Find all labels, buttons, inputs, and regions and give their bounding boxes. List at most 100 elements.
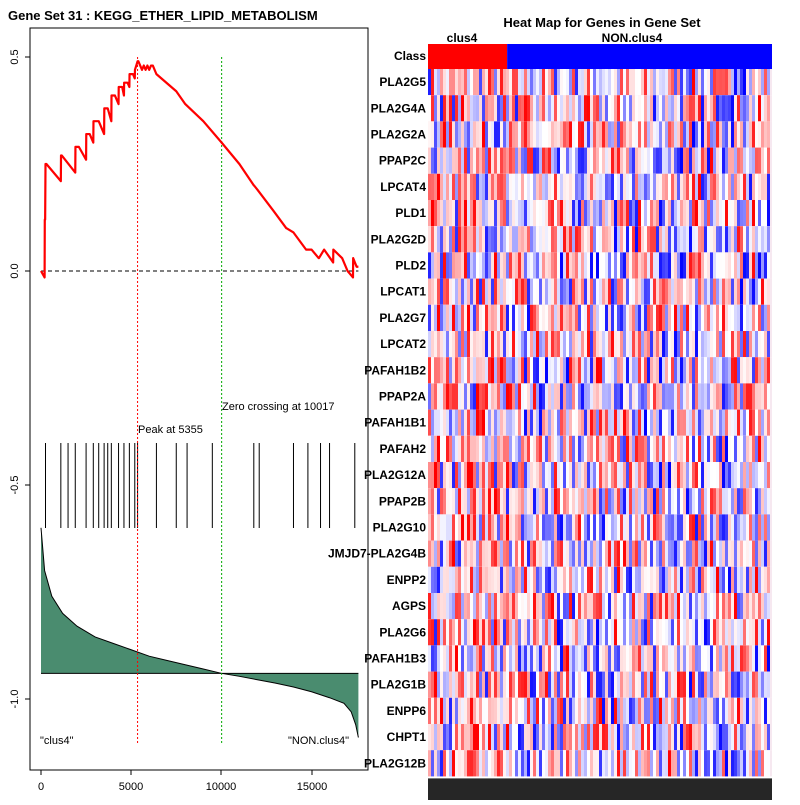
heatmap-cell xyxy=(506,252,509,279)
heatmap-cell xyxy=(443,619,446,646)
heatmap-cell xyxy=(650,278,653,305)
heatmap-cell xyxy=(704,147,707,174)
heatmap-cell xyxy=(473,147,476,174)
heatmap-cell xyxy=(635,724,638,751)
heatmap-cell xyxy=(455,619,458,646)
heatmap-cell xyxy=(701,226,704,253)
heatmap-cell xyxy=(437,278,440,305)
heatmap-cell xyxy=(635,645,638,672)
heatmap-cell xyxy=(695,566,698,593)
heatmap-cell xyxy=(494,619,497,646)
heatmap-cell xyxy=(467,645,470,672)
heatmap-cell xyxy=(590,619,593,646)
heatmap-cell xyxy=(596,697,599,724)
heatmap-cell xyxy=(710,750,713,777)
heatmap-gene-label: JMJD7-PLA2G4B xyxy=(328,547,426,561)
heatmap-cell xyxy=(662,697,665,724)
heatmap-cell xyxy=(698,750,701,777)
heatmap-cell xyxy=(554,95,557,122)
heatmap-cell xyxy=(512,697,515,724)
heatmap-cell xyxy=(557,147,560,174)
heatmap-cell xyxy=(749,383,752,410)
heatmap-cell xyxy=(737,514,740,541)
heatmap-cell xyxy=(671,304,674,331)
heatmap-cell xyxy=(752,173,755,200)
heatmap-cell xyxy=(617,645,620,672)
heatmap-cell xyxy=(569,462,572,489)
heatmap-cell xyxy=(560,750,563,777)
heatmap-cell xyxy=(509,357,512,384)
heatmap-cell xyxy=(632,514,635,541)
heatmap-cell xyxy=(437,252,440,279)
heatmap-cell xyxy=(530,357,533,384)
heatmap-cell xyxy=(575,95,578,122)
heatmap-cell xyxy=(443,69,446,96)
heatmap-cell xyxy=(473,409,476,436)
heatmap-cell xyxy=(680,514,683,541)
heatmap-cell xyxy=(752,357,755,384)
heatmap-cell xyxy=(518,383,521,410)
heatmap-cell xyxy=(650,304,653,331)
heatmap-cell xyxy=(434,383,437,410)
heatmap-cell xyxy=(758,200,761,227)
heatmap-cell xyxy=(692,121,695,148)
heatmap-cell xyxy=(524,435,527,462)
heatmap-cell xyxy=(752,147,755,174)
heatmap-cell xyxy=(743,540,746,567)
heatmap-cell xyxy=(467,619,470,646)
heatmap-cell xyxy=(605,121,608,148)
heatmap-cell xyxy=(677,619,680,646)
heatmap-cell xyxy=(767,409,770,436)
heatmap-cell xyxy=(623,435,626,462)
heatmap-cell xyxy=(434,514,437,541)
heatmap-cell xyxy=(545,409,548,436)
heatmap-cell xyxy=(722,383,725,410)
heatmap-cell xyxy=(593,619,596,646)
heatmap-cell xyxy=(653,697,656,724)
heatmap-cell xyxy=(719,304,722,331)
heatmap-cell xyxy=(569,278,572,305)
heatmap-cell xyxy=(611,95,614,122)
heatmap-cell xyxy=(578,540,581,567)
heatmap-cell xyxy=(677,173,680,200)
heatmap-cell xyxy=(476,619,479,646)
heatmap-cell xyxy=(683,435,686,462)
heatmap-cell xyxy=(539,697,542,724)
heatmap-cell xyxy=(665,540,668,567)
heatmap-cell xyxy=(668,226,671,253)
heatmap-cell xyxy=(674,121,677,148)
heatmap-cell xyxy=(695,278,698,305)
heatmap-cell xyxy=(752,514,755,541)
heatmap-cell xyxy=(704,619,707,646)
heatmap-cell xyxy=(662,357,665,384)
heatmap-cell xyxy=(635,409,638,436)
heatmap-cell xyxy=(755,357,758,384)
heatmap-cell xyxy=(491,619,494,646)
heatmap-cell xyxy=(689,488,692,515)
heatmap-cell xyxy=(566,357,569,384)
heatmap-cell xyxy=(452,200,455,227)
heatmap-cell xyxy=(575,304,578,331)
heatmap-cell xyxy=(503,750,506,777)
heatmap-cell xyxy=(641,724,644,751)
heatmap-cell xyxy=(458,671,461,698)
heatmap-cell xyxy=(662,383,665,410)
heatmap-cell xyxy=(482,462,485,489)
heatmap-cell xyxy=(467,331,470,358)
heatmap-cell xyxy=(479,409,482,436)
heatmap-cell xyxy=(647,252,650,279)
heatmap-cell xyxy=(473,619,476,646)
heatmap-cell xyxy=(575,409,578,436)
heatmap-cell xyxy=(476,435,479,462)
heatmap-cell xyxy=(479,383,482,410)
heatmap-cell xyxy=(704,724,707,751)
heatmap-cell xyxy=(758,435,761,462)
heatmap-cell xyxy=(761,645,764,672)
heatmap-cell xyxy=(719,488,722,515)
heatmap-cell xyxy=(593,69,596,96)
heatmap-cell xyxy=(623,226,626,253)
heatmap-cell xyxy=(749,514,752,541)
heatmap-cell xyxy=(428,750,431,777)
heatmap-cell xyxy=(500,645,503,672)
